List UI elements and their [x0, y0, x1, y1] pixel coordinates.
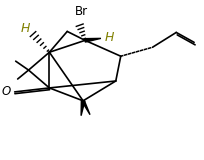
Text: H: H	[105, 31, 114, 44]
Polygon shape	[81, 101, 85, 116]
Polygon shape	[85, 38, 101, 42]
Text: O: O	[1, 85, 11, 98]
Text: Br: Br	[74, 4, 88, 18]
Text: H: H	[21, 22, 30, 35]
Polygon shape	[82, 100, 90, 115]
